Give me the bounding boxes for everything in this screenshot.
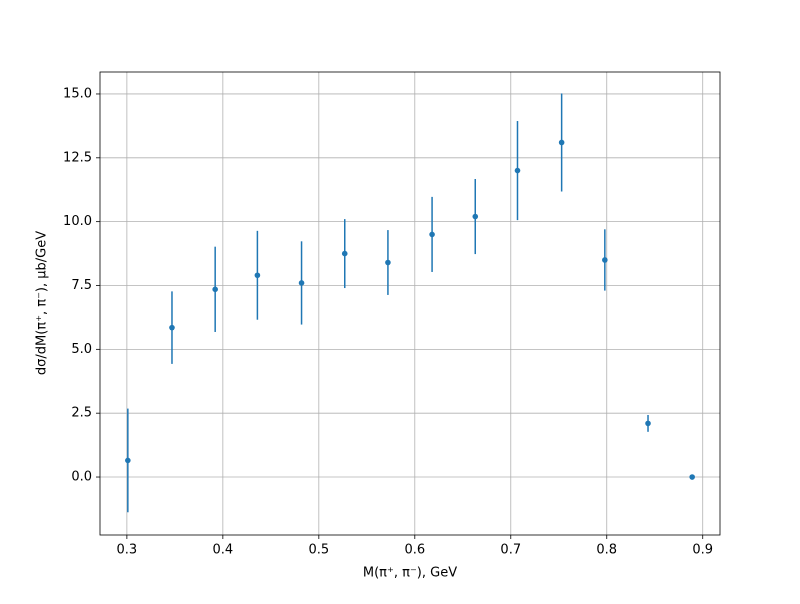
data-point [254,272,261,279]
y-tick-label: 2.5 [71,406,92,421]
data-point [558,139,565,146]
y-tick-label: 7.5 [71,278,92,293]
x-tick-label: 0.8 [596,543,617,558]
data-point [169,324,175,331]
y-tick-label: 15.0 [63,86,92,101]
data-point [429,231,435,238]
data-point [602,257,608,263]
x-tick-label: 0.3 [117,543,138,558]
plot-frame [99,71,721,536]
data-point [472,213,479,220]
y-axis-label: dσ/dM(π⁺, π⁻), μb/GeV [35,231,50,375]
data-point [212,286,218,293]
y-tick-label: 5.0 [71,342,92,357]
data-point [514,167,521,174]
data-point [125,457,131,464]
x-tick-label: 0.5 [308,543,329,558]
data-point [645,420,651,427]
y-tick-label: 10.0 [63,214,92,229]
x-tick-label: 0.6 [404,543,425,558]
x-axis-label: M(π⁺, π⁻), GeV [363,566,457,581]
x-tick-label: 0.9 [692,543,713,558]
x-tick-label: 0.7 [500,543,521,558]
y-tick-label: 0.0 [71,470,92,485]
data-point [341,250,348,257]
data-point [298,280,305,286]
y-tick-label: 12.5 [63,150,92,165]
x-tick-label: 0.4 [213,543,234,558]
data-point [385,259,391,266]
data-point [689,474,695,480]
